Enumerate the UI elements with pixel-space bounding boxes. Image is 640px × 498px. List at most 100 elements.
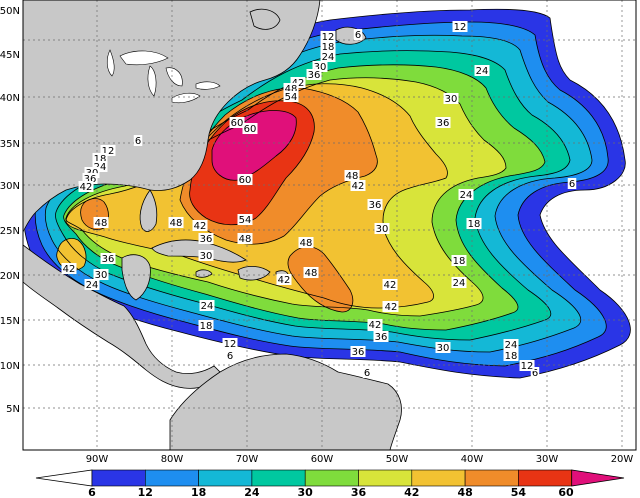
lat-label: 30N <box>0 181 20 192</box>
contour-label-box <box>320 51 336 62</box>
contour-label-box <box>383 301 399 312</box>
contour-label: 42 <box>80 182 93 193</box>
greenland-nova <box>249 8 281 30</box>
lat-label: 20N <box>0 271 20 282</box>
contour-label-box <box>435 117 451 128</box>
contour-label-box <box>290 77 306 88</box>
contour-label-box <box>222 338 238 349</box>
colorbar-label: 30 <box>298 486 314 498</box>
contour-label-box <box>283 91 299 102</box>
contour-label-box <box>237 233 253 244</box>
contour-label: 18 <box>322 42 335 53</box>
contour-label: 6 <box>532 368 538 379</box>
lon-label: 40W <box>461 454 484 465</box>
south-america <box>169 353 402 450</box>
great-lakes <box>106 49 221 104</box>
contour-label: 36 <box>369 200 382 211</box>
lat-label: 40N <box>0 93 20 104</box>
contour-label-box <box>367 319 383 330</box>
contour-label: 36 <box>102 254 115 265</box>
contour-label: 42 <box>369 320 382 331</box>
contour-label-box <box>367 199 383 210</box>
contour-label: 12 <box>102 146 115 157</box>
lat-label: 5N <box>6 404 20 415</box>
lake-huron <box>165 67 183 87</box>
contour-labels: 1261218243036424854606060243036126484236… <box>61 21 577 379</box>
contour-label: 36 <box>375 332 388 343</box>
contour-label: 30 <box>200 251 213 262</box>
colorbar-label: 60 <box>558 486 574 498</box>
lat-label: 25N <box>0 226 20 237</box>
contour-label-box <box>435 342 451 353</box>
contour-label-box <box>198 320 214 331</box>
contour-label-box <box>443 93 459 104</box>
lake-michigan <box>147 65 157 97</box>
contour-label-box <box>242 123 258 134</box>
contour-label-box <box>474 65 490 76</box>
contour-label-box <box>237 214 253 225</box>
contour-label-box <box>530 367 540 378</box>
lake-ontario <box>195 81 221 90</box>
contour-label: 42 <box>385 302 398 313</box>
colorbar-swatch <box>198 469 253 487</box>
contour-label: 6 <box>569 179 575 190</box>
longitude-labels: 90W 80W 70W 60W 50W 40W 30W 20W <box>86 454 634 465</box>
contour-label-box <box>100 253 116 264</box>
contour-label: 60 <box>231 118 244 129</box>
contour-label: 48 <box>346 171 359 182</box>
contour-label-box <box>567 178 577 189</box>
florida <box>139 189 158 232</box>
contour-label: 18 <box>505 351 518 362</box>
lat-label: 50N <box>0 6 20 17</box>
yucatan <box>121 254 151 301</box>
contour-label-box <box>225 350 235 361</box>
contour-label-box <box>451 277 467 288</box>
contour-label-box <box>382 279 398 290</box>
colorbar-label: 48 <box>457 486 472 498</box>
lon-label: 50W <box>386 454 409 465</box>
contour-label-box <box>229 117 245 128</box>
contour-label-box <box>303 267 319 278</box>
contour-label-box <box>92 161 108 172</box>
contour-label-box <box>344 170 360 181</box>
contour-label: 12 <box>454 22 467 33</box>
contour-label-box <box>451 255 467 266</box>
hudson-bay-edge <box>106 49 115 77</box>
contour-label-box <box>198 233 214 244</box>
lon-label: 90W <box>86 454 109 465</box>
colorbar-swatch <box>251 469 306 487</box>
colorbar-label: 24 <box>244 486 260 498</box>
contour-label-box <box>350 180 366 191</box>
contour-label-box <box>82 173 98 184</box>
contour-label: 54 <box>239 215 252 226</box>
lon-label: 60W <box>311 454 334 465</box>
colorbar: 6 12 18 24 30 36 42 48 54 60 <box>35 469 625 498</box>
contour-label: 54 <box>285 92 298 103</box>
contour-label: 48 <box>285 84 298 95</box>
contour-label-box <box>237 174 253 185</box>
colorbar-label: 54 <box>511 486 527 498</box>
contour-label-box <box>78 181 94 192</box>
contour-label: 12 <box>224 339 237 350</box>
contour-label-box <box>93 269 109 280</box>
contour-label-box <box>61 263 77 274</box>
contour-label-box <box>374 223 390 234</box>
contour-label-box <box>373 331 389 342</box>
map-frame <box>22 0 637 451</box>
contour-label-box <box>306 69 322 80</box>
lon-label: 70W <box>236 454 259 465</box>
contour-label: 24 <box>322 52 335 63</box>
contour-label: 36 <box>84 174 97 185</box>
contour-label-box <box>133 135 143 146</box>
contour-label: 30 <box>376 224 389 235</box>
contour-label-box <box>320 41 336 52</box>
contour-label: 60 <box>244 124 257 135</box>
colorbar-swatch <box>358 469 413 487</box>
contour-label-box <box>452 21 468 32</box>
contour-label-box <box>198 250 214 261</box>
contour-label-box <box>519 360 535 371</box>
contour-label-box <box>100 145 116 156</box>
colorbar-swatch <box>411 469 466 487</box>
contour-label: 30 <box>437 343 450 354</box>
